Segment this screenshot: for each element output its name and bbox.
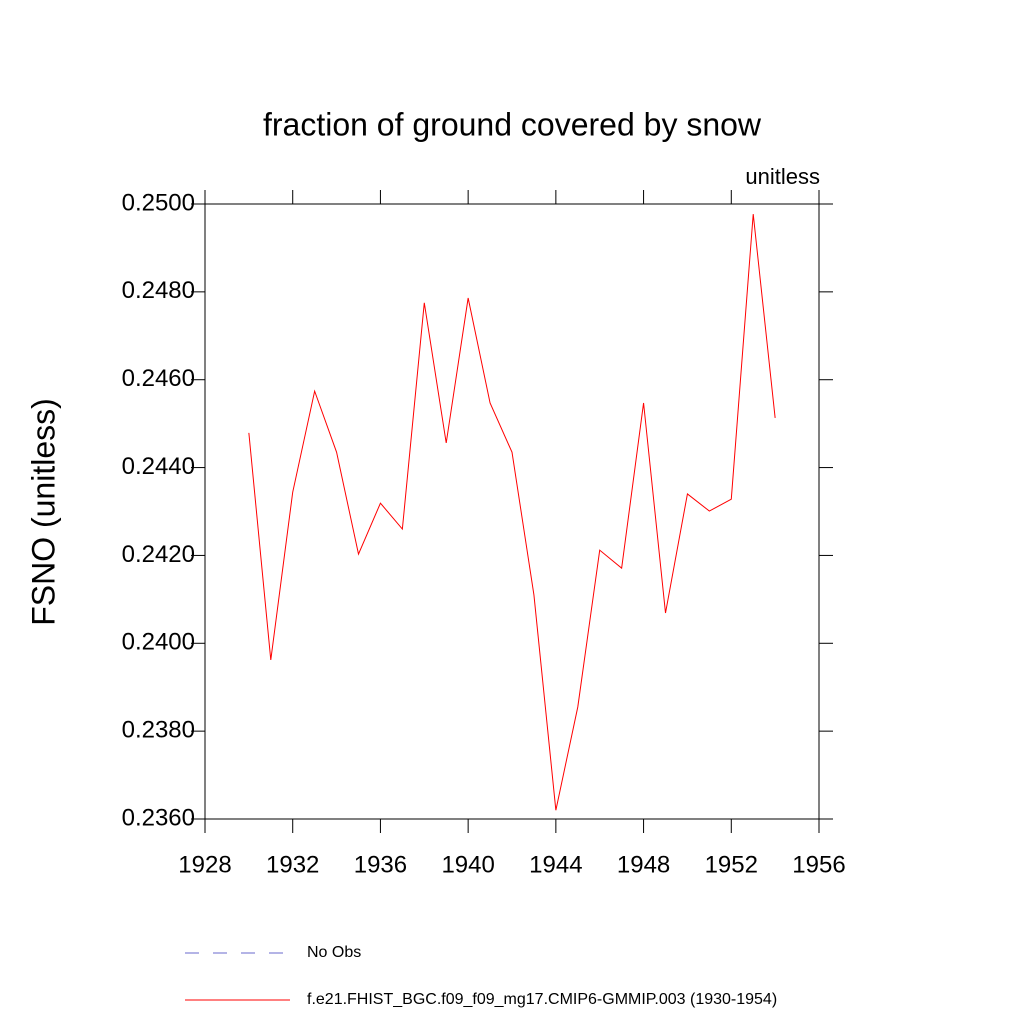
chart-title: fraction of ground covered by snow [263,106,762,142]
x-tick-label: 1948 [617,851,670,878]
legend-label: f.e21.FHIST_BGC.f09_f09_mg17.CMIP6-GMMIP… [307,991,777,1008]
x-tick-label: 1944 [529,851,582,878]
y-tick-label: 0.2480 [122,277,195,304]
data-line [248,214,776,811]
y-tick-label: 0.2360 [122,804,195,831]
y-tick-label: 0.2420 [122,541,195,568]
x-tick-label: 1956 [792,851,845,878]
x-tick-label: 1940 [441,851,494,878]
legend-label: No Obs [307,944,361,961]
x-tick-label: 1936 [354,851,407,878]
y-axis-label: FSNO (unitless) [25,398,61,626]
y-tick-label: 0.2460 [122,365,195,392]
chart-subtitle: unitless [745,164,820,189]
plot-frame [204,203,820,820]
x-tick-label: 1952 [705,851,758,878]
x-tick-label: 1928 [178,851,231,878]
y-tick-label: 0.2440 [122,453,195,480]
x-tick-label: 1932 [266,851,319,878]
y-tick-label: 0.2380 [122,716,195,743]
y-tick-label: 0.2500 [122,189,195,216]
y-tick-label: 0.2400 [122,629,195,656]
